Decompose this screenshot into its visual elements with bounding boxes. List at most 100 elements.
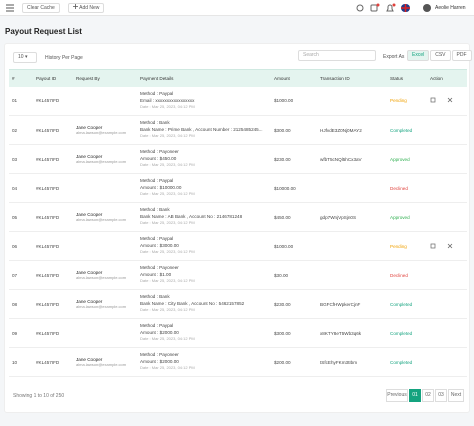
add-new-button[interactable]: Add New <box>68 3 105 13</box>
delete-icon[interactable] <box>447 97 453 103</box>
actions <box>427 347 467 377</box>
payout-id: #KL457IFD <box>33 347 73 377</box>
export-button[interactable]: Excel <box>407 50 430 61</box>
payout-id: #KL457IFD <box>33 289 73 319</box>
payment-details: Method : Bank Bank Name : AB Bank , Accou… <box>137 202 271 232</box>
menu-icon[interactable] <box>6 4 14 12</box>
detail-line: Method : Payoneer <box>140 265 179 271</box>
header-icons[interactable] <box>355 3 465 13</box>
row-index: 03 <box>9 144 33 174</box>
request-by <box>73 231 137 261</box>
amount: $1000.00 <box>271 86 317 116</box>
amount: $200.00 <box>271 347 317 377</box>
payment-details: Method : Payoneer Amount : $2000.00 Date :… <box>137 347 271 377</box>
transaction-id-text: HJfvdE3Z0Nj0MAY2 <box>320 127 362 133</box>
export-options: Excel CSV PDF <box>407 50 473 61</box>
row-index: 04 <box>9 173 33 203</box>
requester-email: alma.lawson@example.com <box>76 130 127 135</box>
export-button[interactable]: PDF <box>451 50 472 61</box>
page-button[interactable]: Next <box>448 389 464 402</box>
payment-details: Method : Paypal Amount : $3000.00 Date : M… <box>137 231 271 261</box>
action-icons[interactable] <box>430 97 456 103</box>
page-button[interactable]: 01 <box>409 389 421 402</box>
transaction-id <box>317 173 387 203</box>
payment-details: Method : Bank Bank Name : City Bank , Acc… <box>137 289 271 319</box>
delete-icon[interactable] <box>447 243 453 248</box>
amount: $1000.00 <box>271 231 317 261</box>
transaction-id: wfbT5cNQl5hCx3aV <box>317 144 387 174</box>
page-button[interactable]: 03 <box>435 389 447 402</box>
column-header: Action <box>427 69 467 87</box>
actions <box>427 318 467 348</box>
detail-line: Date : Mar 25, 2023, 04:12 PM <box>140 191 195 197</box>
detail-line: Date : Mar 25, 2023, 04:12 PM <box>140 249 195 255</box>
column-header: Status <box>387 69 427 87</box>
detail-line: Amount : $1.00 <box>140 271 172 277</box>
row-index: 06 <box>9 231 33 261</box>
detail-line: Method : Bank <box>140 120 170 126</box>
payout-id: #KL457IFD <box>33 202 73 232</box>
showing-text: Showing 1 to 10 of 250 <box>13 393 65 399</box>
row-index: 01 <box>9 86 33 116</box>
payment-details: Method : Payoneer Amount : $1.00 Date : Ma… <box>137 260 271 290</box>
transaction-id: x8KTY8eT5Wb3q6k <box>317 318 387 348</box>
row-index: 08 <box>9 289 33 319</box>
detail-line: Amount : $450.00 <box>140 155 177 161</box>
table-row: 01 #KL457IFD Method : Paypal Email : xxxxxx… <box>9 86 467 116</box>
detail-line: Bank Name : Prime Bank , Account Number … <box>140 126 263 132</box>
actions <box>427 202 467 232</box>
amount: $230.00 <box>271 289 317 319</box>
detail-line: Method : Bank <box>140 207 170 213</box>
amount: $230.00 <box>271 144 317 174</box>
transaction-id: gdp7WnjVpSjn0S <box>317 202 387 232</box>
export-button[interactable]: CSV <box>430 50 451 61</box>
requester-email: alma.lawson@example.com <box>76 159 127 164</box>
transaction-id <box>317 260 387 290</box>
detail-line: Bank Name : City Bank , Account No : 546… <box>140 300 245 306</box>
requester-name: Jane Cooper <box>76 154 103 159</box>
detail-line: Method : Paypal <box>140 91 174 96</box>
action-icons[interactable] <box>430 243 456 249</box>
amount: $450.00 <box>271 202 317 232</box>
detail-line: Email : xxxxxxxxxxxxxxxxx <box>140 97 195 103</box>
payout-id: #KL457IFD <box>33 231 73 261</box>
transaction-id-text: gdp7WnjVpSjn0S <box>320 214 357 220</box>
request-by: Jane Cooper alma.lawson@example.com <box>73 260 137 290</box>
table-row: 03 #KL457IFD Jane Cooper alma.lawson@exampl… <box>9 144 467 174</box>
detail-line: Amount : $2000.00 <box>140 329 179 335</box>
label: Add New <box>79 5 100 11</box>
actions <box>427 86 467 116</box>
transaction-id: HJfvdE3Z0Nj0MAY2 <box>317 115 387 145</box>
clear-cache-button[interactable]: Clear Cache <box>22 3 60 13</box>
label: Clear Cache <box>27 5 55 11</box>
status: Approved <box>387 202 427 232</box>
request-by <box>73 173 137 203</box>
page-button[interactable]: Previous <box>386 389 408 402</box>
column-header: Request By <box>73 69 137 87</box>
column-header: Payout ID <box>33 69 73 87</box>
transaction-id-text: BGFCfHWpkerCjnF <box>320 301 361 307</box>
detail-line: Method : Paypal <box>140 178 174 184</box>
table-row: 07 #KL457IFD Jane Cooper alma.lawson@exampl… <box>9 260 467 290</box>
per-page-select[interactable]: 10 ▾ <box>13 52 37 63</box>
requester-email: alma.lawson@example.com <box>76 217 127 222</box>
actions <box>427 289 467 319</box>
table-row: 02 #KL457IFD Jane Cooper alma.lawson@exampl… <box>9 115 467 145</box>
detail-line: Method : Bank <box>140 294 170 300</box>
search-input[interactable]: Search <box>298 50 376 61</box>
table-row: 04 #KL457IFD Method : Paypal Amount : $1000… <box>9 173 467 203</box>
table-row: 05 #KL457IFD Jane Cooper alma.lawson@exampl… <box>9 202 467 232</box>
edit-icon[interactable] <box>430 97 436 103</box>
top-bar: Clear Cache Add New Aeolie Harren <box>0 0 474 16</box>
per-page-label: History Per Page <box>45 55 83 61</box>
row-index: 05 <box>9 202 33 232</box>
page-button[interactable]: 02 <box>422 389 434 402</box>
table-row: 06 #KL457IFD Method : Paypal Amount : $3000… <box>9 231 467 261</box>
edit-icon[interactable] <box>430 243 436 248</box>
payout-table: # Payout ID Request By Payment Details Amoun… <box>9 69 467 377</box>
detail-line: Amount : $3000.00 <box>140 242 179 248</box>
detail-line: Date : Mar 25, 2023, 04:12 PM <box>140 307 195 313</box>
user-name[interactable]: Aeolie Harren <box>435 5 466 11</box>
requester-email: alma.lawson@example.com <box>76 304 127 309</box>
